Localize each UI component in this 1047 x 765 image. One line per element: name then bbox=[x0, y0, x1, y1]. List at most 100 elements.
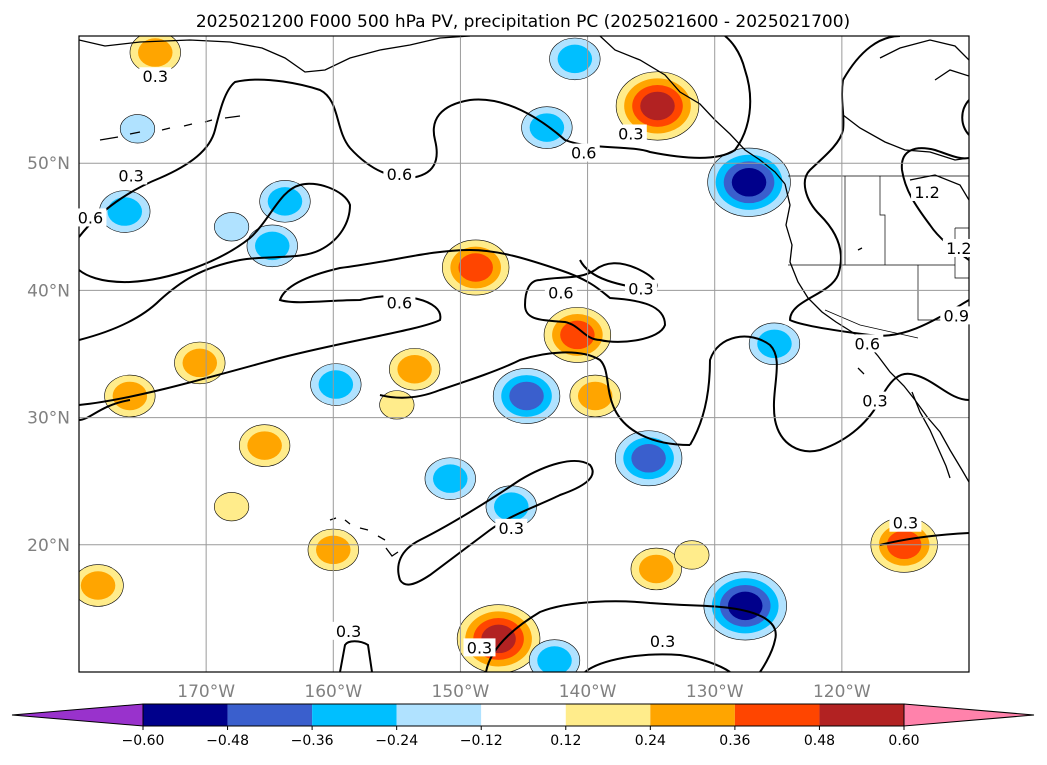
contour-label: 0.9 bbox=[944, 306, 969, 325]
colorbar: −0.60 −0.48 −0.36 −0.24 −0.12 0.12 0.24 0.36 0.4… bbox=[11, 703, 1035, 749]
precip-feature bbox=[674, 540, 710, 570]
precip-feature bbox=[442, 239, 510, 296]
contour-label: 0.3 bbox=[628, 280, 653, 299]
precip-feature bbox=[630, 547, 682, 591]
colorbar-tick-label: 0.24 bbox=[635, 733, 666, 749]
chart-title: 2025021200 F000 500 hPa PV, precipitatio… bbox=[196, 12, 850, 32]
contour-label-bg bbox=[614, 124, 647, 143]
precip-feature bbox=[492, 368, 561, 424]
contour-label: 0.3 bbox=[618, 124, 643, 143]
precipitation-layer bbox=[79, 36, 938, 672]
map-background bbox=[79, 36, 969, 672]
contour-label-bg bbox=[851, 334, 884, 353]
colorbar-segment bbox=[396, 704, 482, 726]
lon-tick-label: 160°W bbox=[304, 682, 362, 702]
precip-feature bbox=[379, 390, 415, 420]
lon-tick-label: 120°W bbox=[813, 682, 871, 702]
contour-label-bg bbox=[624, 279, 657, 298]
contour-label: 0.6 bbox=[78, 208, 103, 227]
contour-label-bg bbox=[567, 143, 600, 162]
precip-feature bbox=[174, 341, 226, 385]
precip-feature bbox=[119, 114, 156, 144]
lat-tick-label: 50°N bbox=[27, 154, 70, 174]
contour-label-bg bbox=[942, 238, 975, 257]
precip-feature bbox=[389, 348, 441, 391]
precip-feature bbox=[99, 190, 151, 233]
contour-label-bg bbox=[940, 306, 973, 325]
contour-label: 0.6 bbox=[548, 283, 573, 302]
map-frame bbox=[78, 35, 970, 673]
contour-label: 0.3 bbox=[650, 632, 675, 651]
contour-label: 0.3 bbox=[118, 166, 143, 185]
precip-feature bbox=[521, 106, 573, 149]
latitude-tick-labels: 50°N 40°N 30°N 20°N bbox=[27, 154, 70, 556]
precip-feature bbox=[129, 36, 181, 74]
colorbar-tick-label: 0.12 bbox=[550, 733, 581, 749]
colorbar-tick-label: 0.60 bbox=[888, 733, 919, 749]
longitude-tick-labels: 170°W 160°W 150°W 140°W 130°W 120°W bbox=[177, 682, 871, 702]
contour-label: 0.3 bbox=[499, 519, 524, 538]
contour-label-bg bbox=[74, 208, 107, 227]
colorbar-tick-label: −0.48 bbox=[206, 733, 249, 749]
precip-feature bbox=[214, 492, 250, 522]
contour-label: 0.3 bbox=[467, 638, 492, 657]
precip-feature bbox=[549, 37, 601, 81]
colorbar-segment bbox=[481, 704, 566, 726]
contour-label: 0.3 bbox=[893, 514, 918, 533]
contour-label: 0.3 bbox=[336, 622, 361, 641]
lat-tick-label: 30°N bbox=[27, 409, 70, 429]
contour-label-bg bbox=[383, 293, 416, 312]
colorbar-segment bbox=[227, 704, 313, 726]
contour-label-bg bbox=[646, 632, 679, 651]
precip-feature bbox=[543, 307, 612, 363]
contour-label-bg bbox=[383, 165, 416, 184]
contour-labels: 0.3 0.3 0.6 0.6 0.6 0.3 0.6 0.3 0.6 0.6 0.3 0.9 1.2 1… bbox=[74, 67, 975, 657]
lon-tick-label: 170°W bbox=[177, 682, 235, 702]
colorbar-segment bbox=[143, 704, 228, 726]
colorbar-segment bbox=[650, 704, 735, 726]
precip-feature bbox=[707, 147, 791, 217]
precip-feature bbox=[310, 363, 362, 406]
precip-feature bbox=[528, 639, 581, 672]
contour-label-bg bbox=[889, 513, 922, 532]
coastlines bbox=[79, 36, 969, 557]
precip-feature bbox=[214, 212, 250, 242]
contour-label-bg bbox=[139, 67, 172, 86]
contour-label-bg bbox=[115, 166, 148, 185]
colorbar-segment bbox=[734, 704, 820, 726]
contour-label: 0.6 bbox=[855, 334, 880, 353]
colorbar-segment bbox=[312, 704, 397, 726]
contour-label-bg bbox=[858, 391, 891, 410]
colorbar-tick-label: 0.36 bbox=[719, 733, 750, 749]
contour-label: 1.2 bbox=[914, 183, 939, 202]
contour-label: 1.2 bbox=[946, 239, 971, 258]
lat-tick-label: 20°N bbox=[27, 536, 70, 556]
grid-lines bbox=[79, 36, 969, 672]
lat-tick-label: 40°N bbox=[27, 281, 70, 301]
precip-feature bbox=[424, 457, 476, 500]
colorbar-tick-label: 0.48 bbox=[804, 733, 835, 749]
colorbar-tick-label: −0.36 bbox=[291, 733, 334, 749]
colorbar-extend-low bbox=[11, 703, 144, 727]
precip-feature bbox=[614, 430, 683, 487]
contour-label-bg bbox=[544, 283, 577, 302]
colorbar-extend-high bbox=[903, 703, 1035, 727]
colorbar-segment bbox=[819, 704, 904, 726]
colorbar-tick-label: −0.12 bbox=[460, 733, 503, 749]
lon-tick-label: 150°W bbox=[432, 682, 490, 702]
contour-label: 0.3 bbox=[143, 67, 168, 86]
colorbar-segment bbox=[565, 704, 651, 726]
precip-feature bbox=[569, 374, 621, 418]
contour-label-bg bbox=[911, 183, 944, 201]
precip-feature bbox=[748, 322, 801, 366]
precip-feature bbox=[615, 71, 700, 141]
contour-label: 0.3 bbox=[862, 392, 887, 411]
precip-feature bbox=[79, 564, 124, 607]
precip-feature bbox=[239, 424, 291, 467]
lon-tick-label: 140°W bbox=[559, 682, 617, 702]
colorbar-border bbox=[142, 703, 905, 727]
contour-label: 0.6 bbox=[387, 294, 412, 313]
colorbar-tick-label: −0.24 bbox=[375, 733, 418, 749]
colorbar-tick-label: −0.60 bbox=[122, 733, 165, 749]
